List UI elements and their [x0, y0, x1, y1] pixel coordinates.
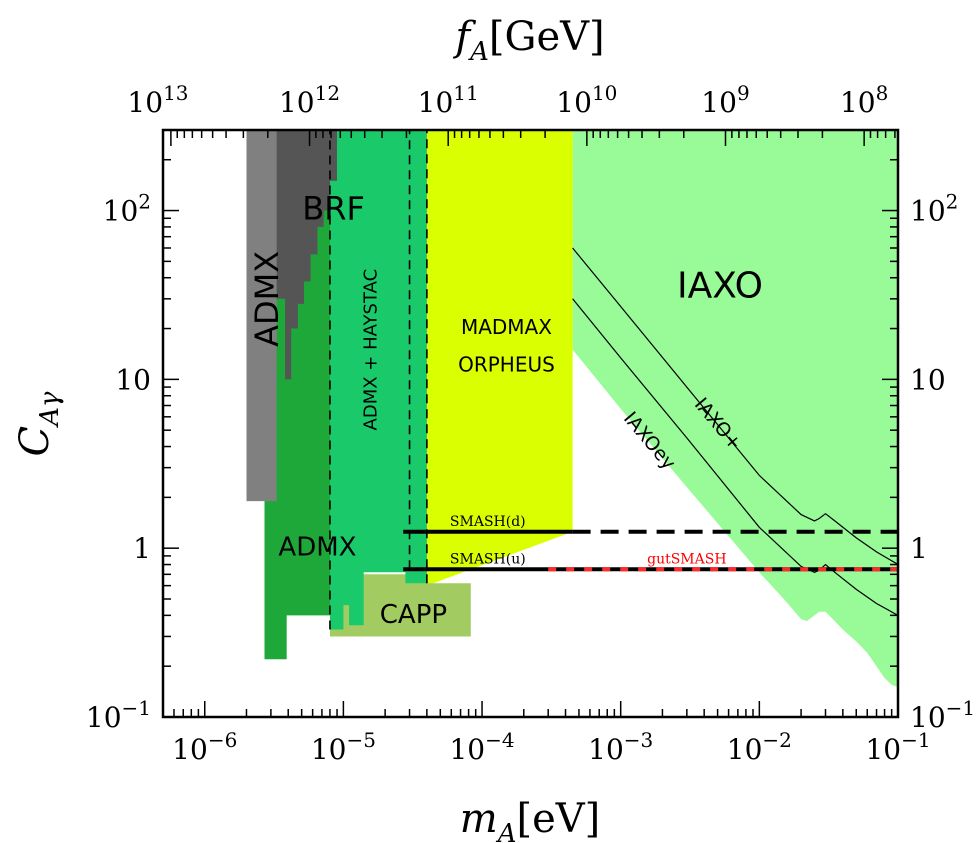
line-label-smash-u: SMASH(u): [450, 552, 526, 568]
x-tick-label: 10−4: [449, 728, 514, 766]
region-label-admx-haystac: ADMX + HAYSTAC: [361, 269, 382, 431]
line-label-gutsmash: gutSMASH: [647, 552, 726, 568]
region-brf-5: [276, 130, 337, 380]
y-tick-label-left: 102: [103, 190, 151, 228]
region-label-orpheus: ORPHEUS: [458, 352, 555, 376]
y-axis-title: CAγ: [12, 391, 65, 456]
axis-titles: mA[eV] fA[GeV] CAγ: [12, 14, 605, 843]
x-tick-label: 10−5: [311, 728, 376, 766]
x-tick-label: 10−2: [727, 728, 792, 766]
top-tick-label: 1012: [279, 81, 340, 119]
region-label-brf: BRF: [302, 190, 365, 228]
y-tick-label-left: 10−1: [86, 696, 151, 734]
region-label-capp: CAPP: [380, 600, 447, 630]
top-tick-label: 1011: [418, 81, 479, 119]
exclusion-regions: [246, 130, 898, 688]
plot-frame: [161, 128, 900, 719]
top-tick-label: 108: [840, 81, 888, 119]
top-tick-label: 1013: [127, 81, 188, 119]
x-axis-title: mA[eV]: [460, 796, 601, 843]
y-tick-label-right: 102: [910, 190, 958, 228]
y-tick-label-right: 10: [910, 363, 946, 396]
region-capp-2: [330, 574, 471, 637]
y-tick-label-left: 1: [133, 532, 151, 565]
region-label-iaxo: IAXO: [677, 266, 763, 307]
line-labels: SMASH(d) SMASH(u) gutSMASH: [450, 514, 727, 567]
x-tick-label: 10−3: [588, 728, 653, 766]
prediction-lines: [403, 247, 898, 616]
y-tick-label-left: 10: [115, 363, 151, 396]
line-label-smash-d: SMASH(d): [450, 514, 526, 530]
region-iaxo-0: [572, 130, 898, 688]
region-admx-haystac-3: [330, 130, 427, 630]
top-tick-label: 1010: [556, 81, 617, 119]
region-label-admx: ADMX: [278, 533, 356, 563]
region-madmax-orpheus-1: [426, 130, 573, 586]
region-admx-6: [246, 130, 277, 502]
axis-ticks: [162, 129, 899, 718]
axis-tick-labels: 10−6 10−5 10−4 10−3 10−2 10−110−1 10−11 110 1010…: [86, 81, 975, 766]
y-tick-label-right: 1: [910, 532, 928, 565]
x-tick-label: 10−6: [172, 728, 237, 766]
series-line-iaxo-1: [572, 247, 898, 566]
region-label-madmax: MADMAX: [461, 315, 552, 339]
region-label-admx: ADMX: [248, 251, 286, 347]
top-x-axis-title: fA[GeV]: [452, 14, 604, 67]
y-tick-label-right: 10−1: [910, 696, 975, 734]
top-tick-label: 109: [701, 81, 749, 119]
x-tick-label: 10−1: [865, 728, 930, 766]
